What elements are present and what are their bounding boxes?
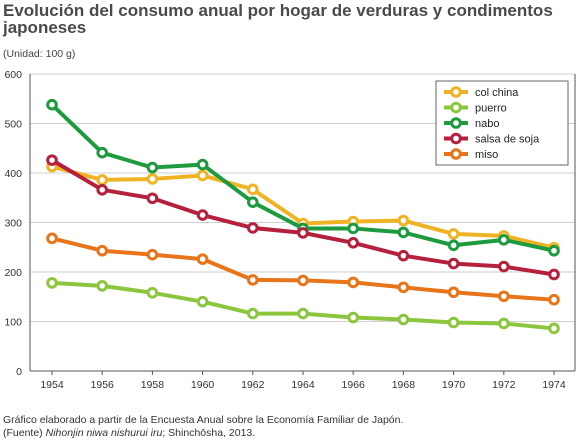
data-point-salsa-de-soja — [146, 192, 159, 205]
x-tick-label: 1962 — [241, 379, 265, 391]
data-point-salsa-de-soja — [247, 222, 259, 234]
data-point-puerro — [447, 316, 460, 329]
footer-line-1: Gráfico elaborado a partir de la Encuest… — [3, 414, 404, 426]
legend-swatch-marker-miso — [450, 148, 462, 160]
data-point-salsa-de-soja — [46, 154, 58, 166]
y-tick-label: 300 — [4, 218, 22, 230]
data-point-puerro — [247, 307, 259, 320]
legend-label-col-china: col china — [475, 87, 519, 99]
data-point-puerro — [297, 307, 309, 320]
data-point-puerro — [196, 295, 209, 308]
legend-label-salsa-de-soja: salsa de soja — [475, 134, 540, 146]
data-point-nabo — [548, 244, 560, 257]
data-point-miso — [146, 248, 159, 261]
x-tick-label: 1956 — [91, 379, 115, 391]
data-point-salsa-de-soja — [397, 249, 410, 262]
line-chart: 0 100 200 300 400 500 600 1954 1956 1958 1960 1962 1… — [4, 69, 576, 391]
y-tick-label: 200 — [4, 267, 22, 279]
data-point-miso — [297, 274, 309, 287]
x-tick-label: 1964 — [291, 379, 315, 391]
data-point-puerro — [46, 277, 58, 289]
x-tick-label: 1954 — [40, 379, 64, 391]
data-point-miso — [46, 232, 58, 245]
x-tick-label: 1974 — [542, 379, 566, 391]
data-point-miso — [247, 274, 259, 286]
data-point-miso — [347, 276, 360, 289]
data-point-miso — [96, 244, 108, 257]
x-tick-label: 1960 — [191, 379, 215, 391]
data-point-nabo — [196, 158, 209, 171]
data-point-nabo — [96, 146, 108, 159]
legend-swatch-marker-col-china — [450, 86, 462, 98]
y-tick-label: 500 — [4, 119, 22, 131]
data-point-puerro — [548, 322, 560, 335]
data-point-nabo — [146, 161, 159, 174]
data-point-nabo — [498, 234, 510, 246]
legend-label-nabo: nabo — [475, 118, 499, 130]
y-tick-label: 600 — [4, 69, 22, 81]
y-tick-label: 400 — [4, 168, 22, 180]
source-note: Gráfico elaborado a partir de la Encuest… — [3, 414, 403, 440]
data-point-nabo — [247, 196, 259, 209]
data-point-col-china — [247, 183, 259, 196]
data-point-col-china — [447, 228, 460, 240]
data-point-nabo — [447, 239, 460, 252]
data-point-salsa-de-soja — [196, 209, 209, 221]
data-point-puerro — [397, 313, 410, 326]
data-point-salsa-de-soja — [498, 260, 510, 273]
data-point-puerro — [347, 311, 360, 324]
x-tick-label: 1958 — [141, 379, 165, 391]
unit-label: (Unidad: 100 g) — [3, 48, 76, 60]
legend-label-miso: miso — [475, 149, 498, 161]
data-point-salsa-de-soja — [347, 236, 360, 249]
data-point-salsa-de-soja — [548, 268, 560, 281]
data-point-salsa-de-soja — [297, 227, 309, 239]
data-point-col-china — [146, 173, 159, 185]
legend-swatch-marker-salsa-de-soja — [450, 132, 462, 145]
legend-swatch-marker-puerro — [450, 101, 462, 114]
data-point-col-china — [397, 214, 410, 227]
x-tick-label: 1968 — [392, 379, 416, 391]
data-point-col-china — [96, 174, 108, 186]
footer-source-suffix: ; Shinchōsha, 2013. — [162, 427, 256, 439]
y-tick-label: 0 — [16, 366, 22, 378]
x-tick-label: 1966 — [342, 379, 366, 391]
y-tick-label: 100 — [4, 317, 22, 329]
data-point-salsa-de-soja — [96, 184, 108, 196]
data-point-miso — [548, 293, 560, 306]
data-point-puerro — [498, 317, 510, 330]
data-point-puerro — [96, 280, 108, 292]
footer-source-prefix: (Fuente) — [3, 427, 46, 439]
footer-line-2: (Fuente) Nihonjin niwa nishurui iru; Shi… — [3, 427, 403, 440]
x-tick-label: 1972 — [492, 379, 516, 391]
x-tick-label: 1970 — [442, 379, 466, 391]
data-point-salsa-de-soja — [447, 257, 460, 270]
data-point-puerro — [146, 286, 159, 299]
data-point-miso — [397, 281, 410, 294]
data-point-nabo — [46, 98, 58, 111]
series-line-salsa-de-soja — [50, 158, 556, 277]
data-point-miso — [447, 286, 460, 299]
data-point-miso — [196, 253, 209, 265]
chart-title: Evolución del consumo anual por hogar de… — [3, 1, 553, 37]
data-point-miso — [498, 290, 510, 303]
data-point-nabo — [347, 222, 360, 235]
legend-swatch-marker-nabo — [450, 117, 462, 129]
data-point-nabo — [397, 226, 410, 239]
footer-source-title: Nihonjin niwa nishurui iru — [45, 427, 163, 439]
legend-label-puerro: puerro — [475, 103, 507, 115]
data-point-col-china — [196, 169, 209, 182]
